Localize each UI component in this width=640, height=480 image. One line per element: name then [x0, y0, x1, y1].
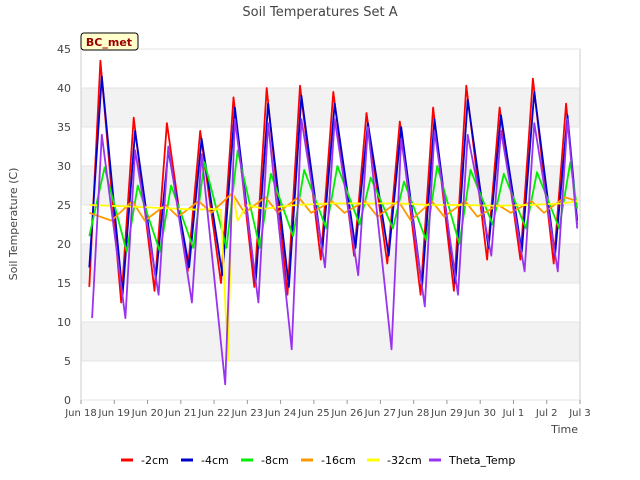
- series-line-8cm: [88, 149, 579, 253]
- grid-band: [81, 244, 580, 283]
- x-axis-ticks: Jun 18 Jun 19 Jun 20 Jun 21 Jun 22 Jun 23 Jun …: [64, 400, 591, 419]
- y-tick-label: 15: [57, 277, 71, 290]
- series-line-thetatemp: [91, 118, 579, 386]
- y-tick-label: 0: [64, 394, 71, 407]
- legend-label: -8cm: [261, 454, 289, 467]
- x-tick-label: Jun 21: [164, 408, 197, 419]
- x-axis-label: Time: [550, 423, 578, 436]
- legend-item: -16cm: [301, 454, 356, 467]
- station-label-box: BC_met: [80, 32, 139, 51]
- y-tick-label: 35: [57, 121, 71, 134]
- x-tick-label: Jun 19: [98, 408, 131, 419]
- y-axis-label: Soil Temperature (C): [7, 168, 20, 281]
- y-tick-label: 25: [57, 199, 71, 212]
- legend-label: -32cm: [387, 454, 422, 467]
- legend-item: -8cm: [241, 454, 289, 467]
- y-tick-label: 45: [57, 43, 71, 56]
- x-tick-label: Jun 30: [463, 408, 496, 419]
- x-tick-label: Jun 26: [330, 408, 363, 419]
- grid-bands: [81, 49, 580, 400]
- legend-label: -16cm: [321, 454, 356, 467]
- x-tick-label: Jun 25: [297, 408, 330, 419]
- x-tick-label: Jun 28: [397, 408, 430, 419]
- legend-label: Theta_Temp: [448, 454, 515, 467]
- x-tick-label: Jun 23: [231, 408, 264, 419]
- series-line-2cm: [88, 59, 579, 304]
- legend-item: Theta_Temp: [429, 454, 515, 467]
- y-tick-label: 5: [64, 355, 71, 368]
- x-tick-label: Jun 24: [264, 408, 297, 419]
- x-tick-label: Jun 22: [197, 408, 230, 419]
- x-tick-label: Jul 3: [568, 408, 591, 419]
- series-lines: [88, 59, 579, 386]
- grid-band: [81, 322, 580, 361]
- y-tick-label: 10: [57, 316, 71, 329]
- x-tick-label: Jun 20: [131, 408, 164, 419]
- x-tick-label: Jul 2: [535, 408, 558, 419]
- chart-title: Soil Temperatures Set A: [242, 5, 397, 20]
- station-label: BC_met: [86, 36, 132, 49]
- legend-item: -4cm: [181, 454, 229, 467]
- x-tick-label: Jun 29: [430, 408, 463, 419]
- x-tick-label: Jun 18: [64, 408, 97, 419]
- legend-item: -32cm: [367, 454, 422, 467]
- x-tick-label: Jun 27: [364, 408, 397, 419]
- legend-label: -2cm: [141, 454, 169, 467]
- x-tick-label: Jul 1: [502, 408, 525, 419]
- y-tick-label: 40: [57, 82, 71, 95]
- legend-item: -2cm: [121, 454, 169, 467]
- y-tick-label: 30: [57, 160, 71, 173]
- series-line-32cm: [89, 188, 578, 362]
- legend-label: -4cm: [201, 454, 229, 467]
- legend: -2cm -4cm -8cm -16cm -32cm Theta_Temp: [121, 454, 515, 467]
- y-tick-label: 20: [57, 238, 71, 251]
